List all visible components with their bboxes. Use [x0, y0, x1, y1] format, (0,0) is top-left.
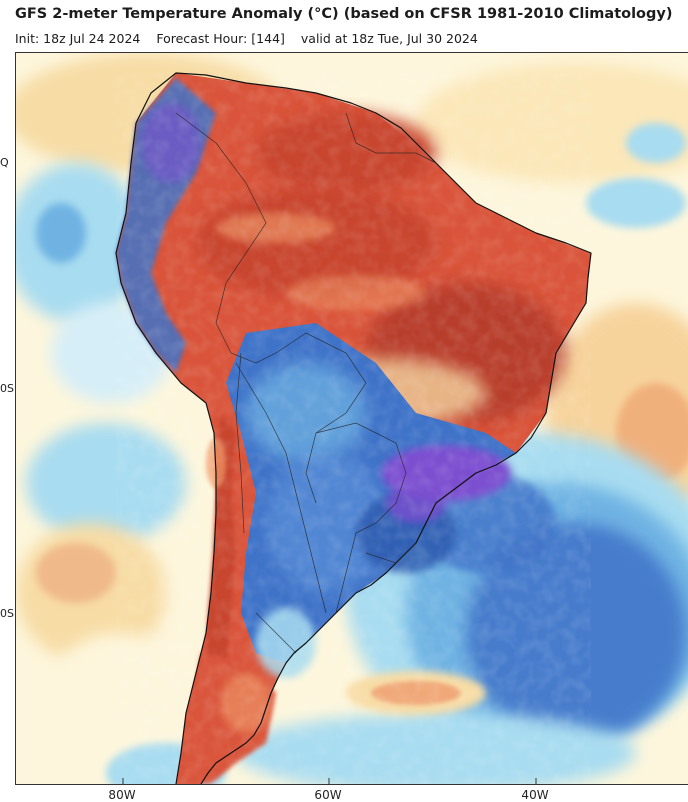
forecast-hour: Forecast Hour: [144] [156, 31, 285, 46]
lat-label-20s: 0S [0, 382, 14, 395]
coastline [115, 72, 592, 784]
anomaly-map [15, 52, 688, 785]
country-borders [175, 112, 437, 654]
valid-time: valid at 18z Tue, Jul 30 2024 [300, 31, 478, 46]
lat-label-eq: Q [0, 156, 9, 169]
chart-subtitle: Init: 18z Jul 24 2024 Forecast Hour: [14… [15, 31, 490, 46]
init-time: Init: 18z Jul 24 2024 [15, 31, 141, 46]
chart-header: GFS 2-meter Temperature Anomaly (°C) (ba… [0, 0, 688, 50]
lon-label-40w: 40W [521, 788, 549, 802]
map-canvas [16, 53, 688, 784]
lon-label-80w: 80W [108, 788, 136, 802]
chart-title: GFS 2-meter Temperature Anomaly (°C) (ba… [15, 6, 673, 22]
land-anomaly-field [116, 73, 591, 784]
lat-label-40s: 0S [0, 607, 14, 620]
map-gridticks [122, 778, 537, 784]
lon-label-60w: 60W [314, 788, 342, 802]
